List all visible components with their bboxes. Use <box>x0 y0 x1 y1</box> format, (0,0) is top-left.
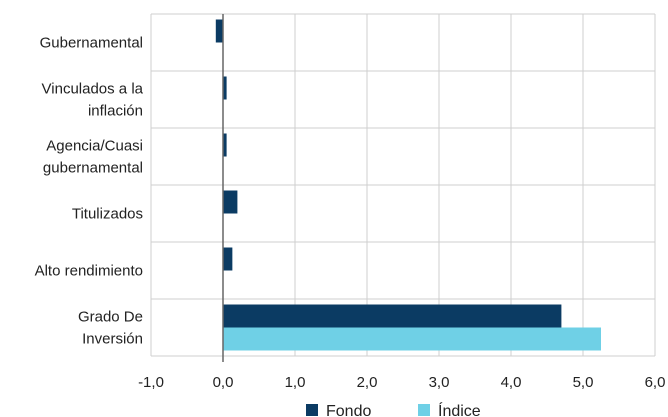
category-label-1-0: Vinculados a la <box>42 81 144 98</box>
bar-fondo-4 <box>223 247 233 271</box>
tick-label-0: -1,0 <box>138 374 164 391</box>
legend-swatch-fondo <box>306 404 318 416</box>
bar-fondo-3 <box>223 190 238 214</box>
bar-índice-5 <box>223 327 601 351</box>
legend-label-fondo: Fondo <box>326 403 371 417</box>
tick-label-6: 5,0 <box>573 374 594 391</box>
grid <box>150 13 656 357</box>
category-label-2-1: gubernamental <box>43 160 143 177</box>
bar-fondo-1 <box>223 76 227 100</box>
tick-label-3: 2,0 <box>357 374 378 391</box>
category-labels: Gubernamental Vinculados a la inflación Age… <box>35 35 144 348</box>
category-label-5-1: Inversión <box>82 331 143 348</box>
category-label-1-1: inflación <box>88 103 143 120</box>
legend: Fondo Índice <box>306 401 481 417</box>
category-label-4-0: Alto rendimiento <box>35 263 143 280</box>
bar-fondo-0 <box>215 19 223 43</box>
bar-fondo-2 <box>223 133 227 157</box>
tick-labels: -1,0 0,0 1,0 2,0 3,0 4,0 5,0 6,0 <box>138 374 665 391</box>
category-label-3-0: Titulizados <box>72 206 143 223</box>
tick-label-7: 6,0 <box>645 374 666 391</box>
legend-swatch-índice <box>418 404 430 416</box>
bar-fondo-5 <box>223 304 562 328</box>
category-label-2-0: Agencia/Cuasi <box>46 138 143 155</box>
tick-label-2: 1,0 <box>285 374 306 391</box>
legend-label-índice: Índice <box>438 401 481 417</box>
tick-label-1: 0,0 <box>213 374 234 391</box>
tick-label-5: 4,0 <box>501 374 522 391</box>
category-label-0-0: Gubernamental <box>40 35 143 52</box>
category-label-5-0: Grado De <box>78 309 143 326</box>
tick-label-4: 3,0 <box>429 374 450 391</box>
bars <box>215 19 601 351</box>
